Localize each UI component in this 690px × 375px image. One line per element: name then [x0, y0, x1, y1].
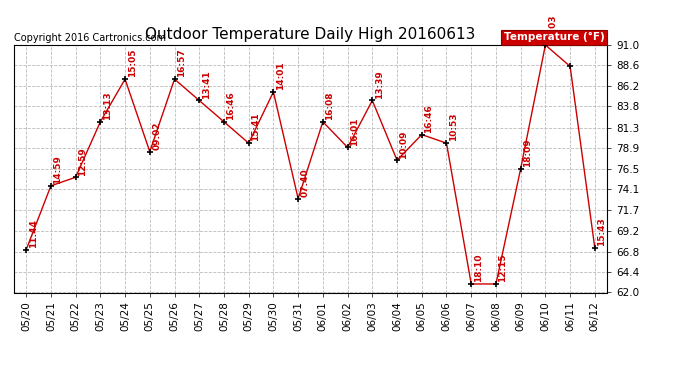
Text: 09:02: 09:02 — [152, 122, 161, 150]
Title: Outdoor Temperature Daily High 20160613: Outdoor Temperature Daily High 20160613 — [146, 27, 475, 42]
Text: 16:46: 16:46 — [226, 92, 235, 120]
Text: 16:46: 16:46 — [424, 104, 433, 133]
Text: 13:39: 13:39 — [375, 70, 384, 99]
Text: 15:43: 15:43 — [598, 217, 607, 246]
Text: 10:53: 10:53 — [449, 113, 458, 141]
Text: 15:41: 15:41 — [251, 113, 260, 141]
Text: Temperature (°F): Temperature (°F) — [504, 32, 604, 42]
Text: 12:59: 12:59 — [78, 147, 87, 176]
Text: 13:41: 13:41 — [201, 70, 210, 99]
Text: 16:08: 16:08 — [326, 92, 335, 120]
Text: 11:44: 11:44 — [29, 219, 38, 248]
Text: 07:40: 07:40 — [301, 168, 310, 197]
Text: 10:09: 10:09 — [400, 130, 408, 159]
Text: 13:13: 13:13 — [103, 92, 112, 120]
Text: 16:01: 16:01 — [350, 117, 359, 146]
Text: 14:59: 14:59 — [53, 155, 62, 184]
Text: 18:09: 18:09 — [523, 138, 532, 167]
Text: 16:57: 16:57 — [177, 49, 186, 77]
Text: 12:15: 12:15 — [498, 254, 507, 282]
Text: 14:01: 14:01 — [276, 62, 285, 90]
Text: 18:10: 18:10 — [474, 254, 483, 282]
Text: Copyright 2016 Cartronics.com: Copyright 2016 Cartronics.com — [14, 33, 166, 42]
Text: 15:05: 15:05 — [128, 49, 137, 77]
Text: 16:03: 16:03 — [548, 15, 557, 43]
